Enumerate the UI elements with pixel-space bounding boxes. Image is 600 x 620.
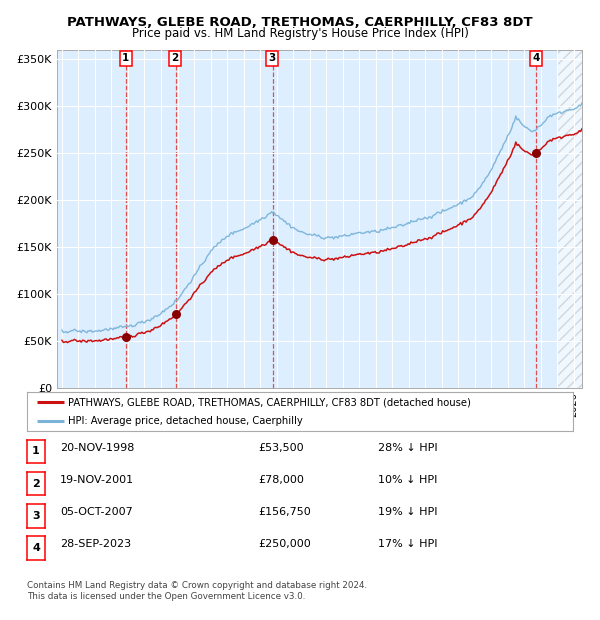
Text: 4: 4 bbox=[532, 53, 539, 63]
Text: 1: 1 bbox=[122, 53, 129, 63]
Text: 17% ↓ HPI: 17% ↓ HPI bbox=[378, 539, 437, 549]
Text: 19-NOV-2001: 19-NOV-2001 bbox=[60, 475, 134, 485]
Text: 10% ↓ HPI: 10% ↓ HPI bbox=[378, 475, 437, 485]
Text: PATHWAYS, GLEBE ROAD, TRETHOMAS, CAERPHILLY, CF83 8DT (detached house): PATHWAYS, GLEBE ROAD, TRETHOMAS, CAERPHI… bbox=[68, 397, 471, 407]
Text: £156,750: £156,750 bbox=[258, 507, 311, 517]
Text: PATHWAYS, GLEBE ROAD, TRETHOMAS, CAERPHILLY, CF83 8DT: PATHWAYS, GLEBE ROAD, TRETHOMAS, CAERPHI… bbox=[67, 16, 533, 29]
Text: Price paid vs. HM Land Registry's House Price Index (HPI): Price paid vs. HM Land Registry's House … bbox=[131, 27, 469, 40]
Text: This data is licensed under the Open Government Licence v3.0.: This data is licensed under the Open Gov… bbox=[27, 592, 305, 601]
Text: 20-NOV-1998: 20-NOV-1998 bbox=[60, 443, 134, 453]
Text: 05-OCT-2007: 05-OCT-2007 bbox=[60, 507, 133, 517]
Text: 3: 3 bbox=[32, 511, 40, 521]
Text: 1: 1 bbox=[32, 446, 40, 456]
Text: 2: 2 bbox=[32, 479, 40, 489]
Text: £250,000: £250,000 bbox=[258, 539, 311, 549]
Text: HPI: Average price, detached house, Caerphilly: HPI: Average price, detached house, Caer… bbox=[68, 416, 303, 426]
Text: Contains HM Land Registry data © Crown copyright and database right 2024.: Contains HM Land Registry data © Crown c… bbox=[27, 581, 367, 590]
Text: 19% ↓ HPI: 19% ↓ HPI bbox=[378, 507, 437, 517]
Bar bbox=[557, 50, 599, 388]
Text: 4: 4 bbox=[32, 543, 40, 553]
Text: 28% ↓ HPI: 28% ↓ HPI bbox=[378, 443, 437, 453]
Text: 28-SEP-2023: 28-SEP-2023 bbox=[60, 539, 131, 549]
Text: 3: 3 bbox=[268, 53, 276, 63]
Text: £78,000: £78,000 bbox=[258, 475, 304, 485]
Text: £53,500: £53,500 bbox=[258, 443, 304, 453]
Text: 2: 2 bbox=[172, 53, 179, 63]
